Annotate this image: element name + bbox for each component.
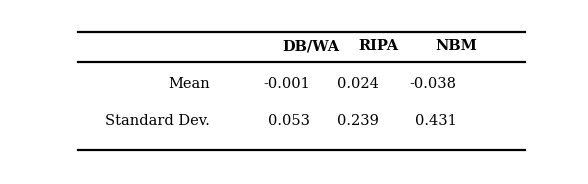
Text: DB/WA: DB/WA: [282, 39, 339, 53]
Text: Mean: Mean: [168, 77, 211, 91]
Text: NBM: NBM: [435, 39, 477, 53]
Text: 0.024: 0.024: [337, 77, 379, 91]
Text: Standard Dev.: Standard Dev.: [105, 114, 211, 128]
Text: -0.038: -0.038: [409, 77, 456, 91]
Text: 0.053: 0.053: [269, 114, 310, 128]
Text: -0.001: -0.001: [263, 77, 310, 91]
Text: 0.431: 0.431: [415, 114, 456, 128]
Text: RIPA: RIPA: [359, 39, 399, 53]
Text: 0.239: 0.239: [337, 114, 379, 128]
